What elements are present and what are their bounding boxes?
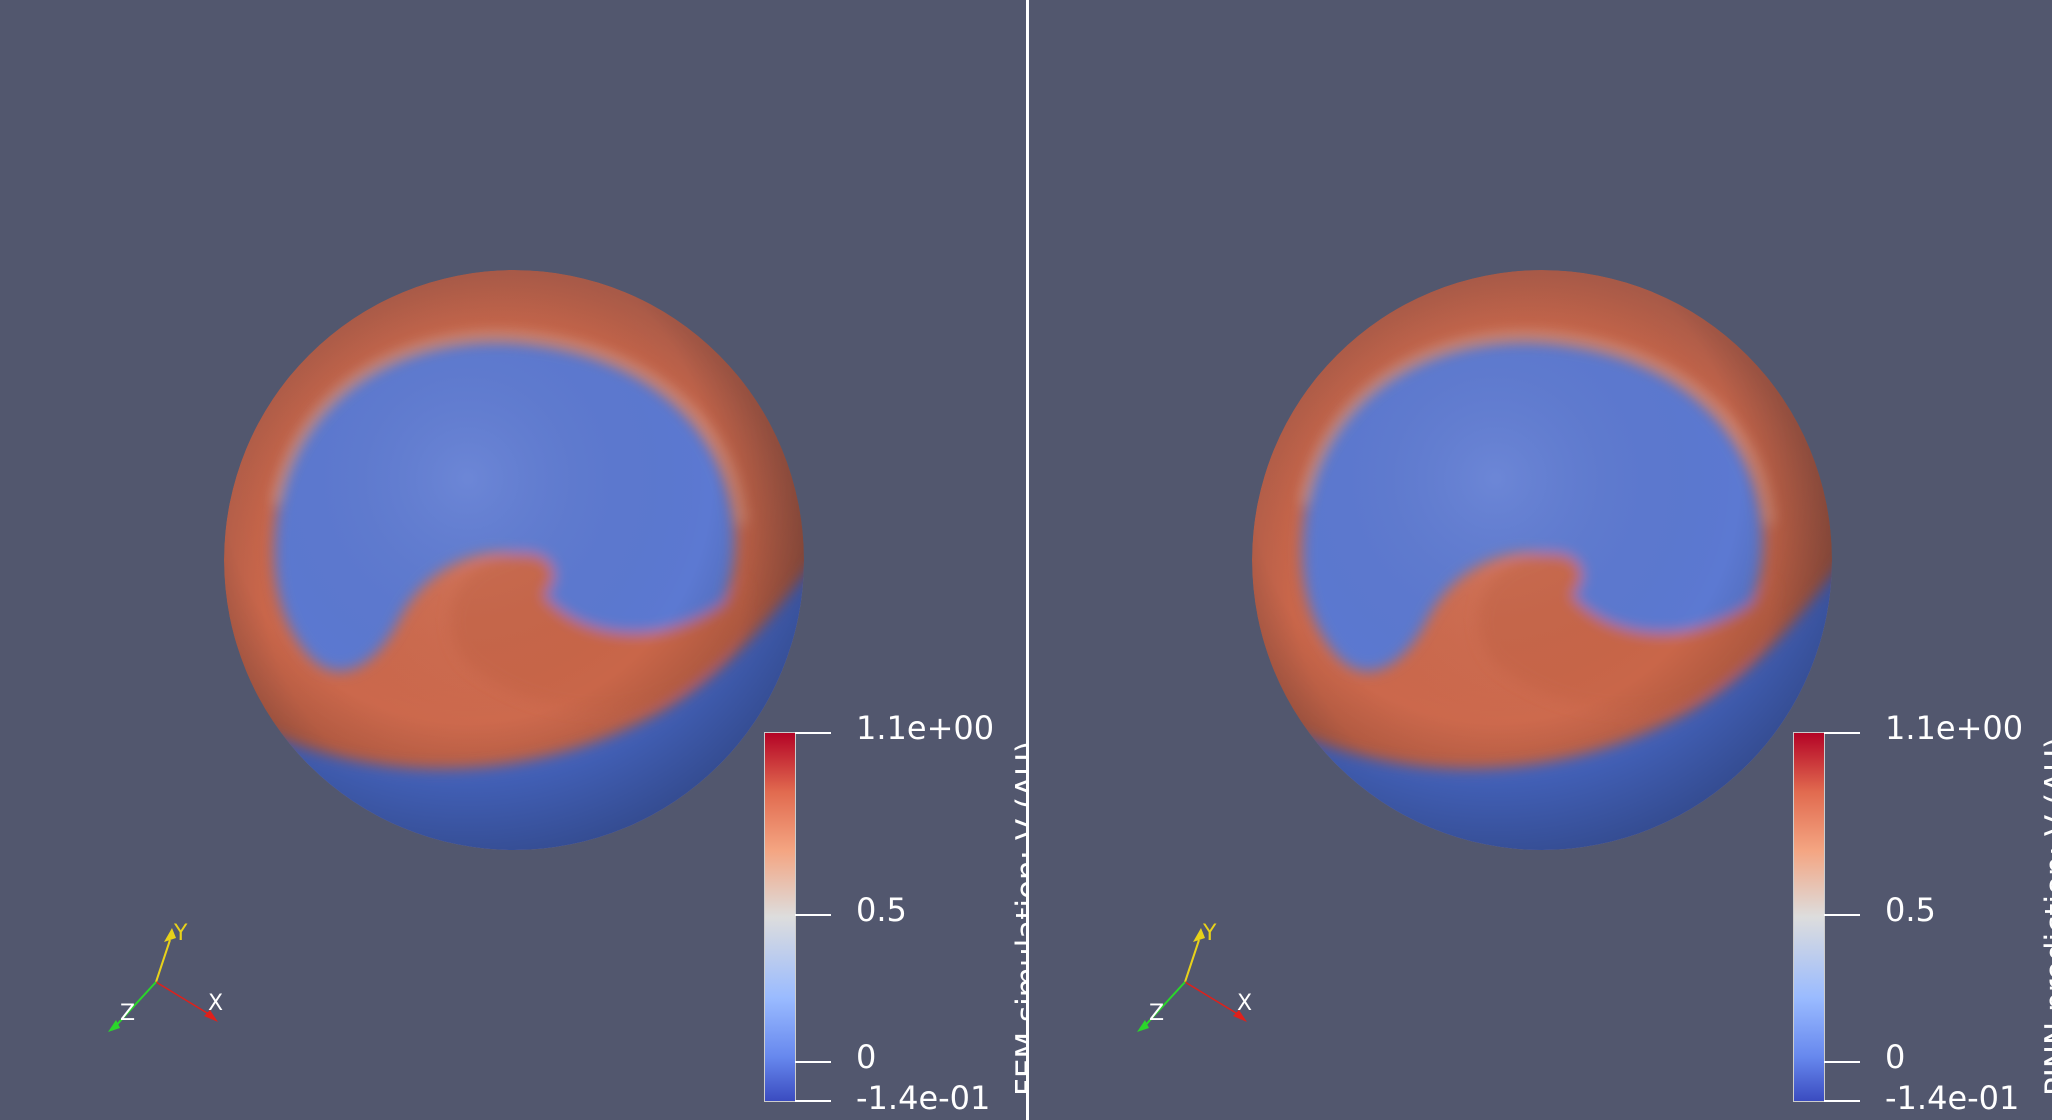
orientation-axes: Y X Z (1137, 921, 1252, 1032)
colorbar-tick-mid (795, 914, 831, 916)
axis-x-label: X (208, 991, 223, 1016)
axis-y-label: Y (1202, 921, 1217, 946)
axis-z-label: Z (1149, 1001, 1164, 1026)
axis-x-label: X (1237, 991, 1252, 1016)
colorbar-title: PINN prediction: V (AU) (2039, 736, 2052, 1096)
colorbar-tick-min (795, 1100, 831, 1102)
axis-z-label: Z (120, 1001, 135, 1026)
colorbar-gradient (764, 732, 796, 1102)
colorbar-tick-mid (1824, 914, 1860, 916)
colorbar-zero-label: 0 (1885, 1038, 1906, 1076)
orientation-axes: Y X Z (108, 921, 223, 1032)
colorbar-tick-zero (795, 1061, 831, 1063)
sphere-mesh[interactable] (1252, 270, 1832, 850)
colorbar-min-label: -1.4e-01 (1885, 1079, 2020, 1117)
colorbar-zero-label: 0 (856, 1038, 877, 1076)
colorbar-mid-label: 0.5 (1885, 891, 1936, 929)
colorbar-tick-max (795, 732, 831, 734)
colorbar-tick-min (1824, 1100, 1860, 1102)
colorbar-tick-zero (1824, 1061, 1860, 1063)
colorbar-mid-label: 0.5 (856, 891, 907, 929)
viewport-splitter[interactable] (1026, 0, 1029, 1120)
sphere-mesh[interactable] (224, 270, 804, 850)
colorbar-max-label: 1.1e+00 (1885, 709, 2024, 747)
colorbar-min-label: -1.4e-01 (856, 1079, 991, 1117)
colorbar-gradient (1793, 732, 1825, 1102)
render-view-pinn[interactable]: 1.1e+00 0.5 0 -1.4e-01 PINN prediction: … (1029, 0, 2052, 1120)
axis-y-label: Y (173, 921, 188, 946)
colorbar-tick-max (1824, 732, 1860, 734)
colorbar-max-label: 1.1e+00 (856, 709, 995, 747)
render-view-fem[interactable]: 1.1e+00 0.5 0 -1.4e-01 FEM simulation: V… (0, 0, 1046, 1120)
